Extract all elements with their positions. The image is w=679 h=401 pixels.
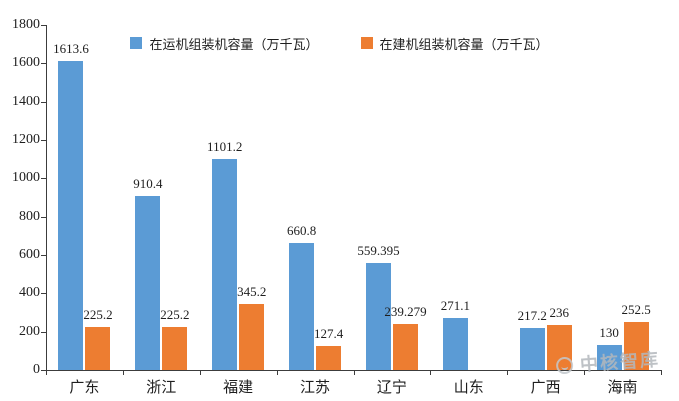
bar-operating (289, 243, 315, 370)
value-label: 225.2 (160, 306, 190, 322)
y-tick-label: 1600 (12, 55, 40, 71)
value-label: 252.5 (621, 301, 651, 317)
y-axis-tick (41, 216, 46, 218)
bar-operating (58, 60, 84, 370)
y-tick-label: 1200 (12, 132, 40, 147)
category-label: 广东 (69, 380, 100, 396)
y-axis-tick (41, 331, 46, 333)
x-axis-tick (122, 371, 124, 375)
x-axis-tick (507, 371, 509, 375)
x-axis-tick (199, 371, 201, 375)
value-label: 130 (599, 325, 619, 341)
bar-under-construction (392, 324, 418, 370)
y-tick-label: 800 (19, 208, 40, 224)
y-tick-label: 600 (19, 247, 40, 262)
category-label: 山东 (453, 380, 484, 396)
y-tick-label: 0 (33, 362, 40, 377)
value-label: 1613.6 (53, 40, 89, 56)
bar-under-construction (623, 321, 649, 370)
y-tick-label: 200 (19, 323, 40, 339)
y-axis-tick (41, 370, 46, 371)
bar-operating (135, 195, 161, 370)
value-label: 910.4 (133, 175, 163, 191)
legend-swatch-icon (360, 37, 373, 49)
value-label: 236 (549, 304, 569, 320)
x-axis-tick (584, 371, 586, 375)
bar-operating (596, 345, 622, 370)
category-label: 江苏 (300, 380, 331, 396)
category-label: 福建 (223, 380, 254, 396)
y-tick-label: 1000 (12, 170, 40, 186)
chart-legend: 在运机组装机容量（万千瓦） 在建机组装机容量（万千瓦） (0, 31, 679, 55)
y-axis-tick (41, 63, 46, 65)
y-tick-label: 1800 (12, 17, 40, 32)
bar-under-construction (239, 303, 265, 370)
x-axis-tick (661, 371, 662, 375)
bar-under-construction (316, 345, 342, 370)
legend-item-operating: 在运机组装机容量（万千瓦） (130, 34, 319, 53)
x-axis-line (46, 370, 662, 371)
y-axis-tick (41, 101, 46, 103)
x-axis-tick (430, 371, 432, 375)
y-axis-tick (41, 255, 46, 256)
x-axis-tick (46, 371, 47, 375)
bar-under-construction (162, 326, 188, 370)
y-axis-tick (41, 25, 46, 26)
category-label: 浙江 (146, 380, 177, 396)
bar-operating (212, 158, 238, 370)
x-axis-tick (353, 371, 355, 375)
value-label: 127.4 (313, 325, 344, 341)
legend-label: 在运机组装机容量（万千瓦） (149, 36, 319, 52)
legend-item-under-construction: 在建机组装机容量（万千瓦） (360, 34, 549, 53)
value-label: 345.2 (237, 283, 267, 299)
legend-swatch-icon (130, 37, 143, 49)
category-label: 辽宁 (376, 380, 407, 396)
y-tick-label: 1400 (12, 93, 40, 109)
value-label: 660.8 (286, 223, 317, 239)
value-label: 239.279 (384, 304, 427, 320)
y-tick-label: 400 (19, 285, 40, 301)
y-axis-tick (41, 293, 46, 295)
bar-operating (519, 328, 545, 370)
value-label: 271.1 (440, 298, 470, 314)
y-axis-tick (41, 140, 46, 141)
value-label: 1101.2 (207, 138, 243, 154)
value-label: 225.2 (83, 306, 113, 322)
value-label: 559.395 (357, 242, 400, 258)
bar-operating (365, 262, 391, 370)
bar-operating (442, 318, 468, 370)
value-label: 217.2 (517, 308, 547, 324)
category-label: 广西 (530, 380, 561, 396)
category-label: 海南 (607, 380, 638, 396)
legend-label: 在建机组装机容量（万千瓦） (379, 36, 549, 52)
bar-under-construction (546, 324, 572, 370)
y-axis-line (46, 25, 47, 370)
bar-under-construction (85, 326, 111, 370)
y-axis-tick (41, 178, 46, 180)
x-axis-tick (276, 371, 278, 375)
